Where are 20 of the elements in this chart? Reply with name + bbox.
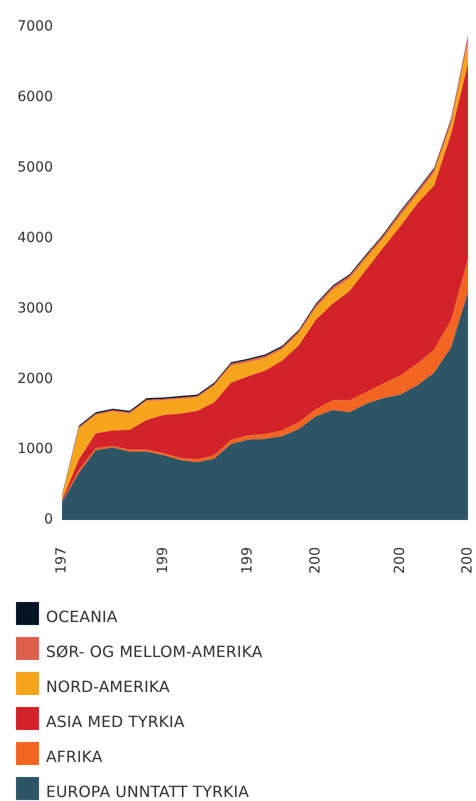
y-tick-label: 6000 <box>17 89 53 106</box>
legend-label: ASIA MED TYRKIA <box>46 713 185 731</box>
y-tick-label: 5000 <box>17 160 53 176</box>
x-tick-label: 197 <box>54 547 70 574</box>
x-tick-label: 200 <box>307 547 324 574</box>
y-tick-label: 2000 <box>17 370 53 387</box>
x-tick-label: 199 <box>155 547 172 574</box>
x-tick-label: 199 <box>240 547 256 574</box>
legend-label: AFRIKA <box>46 748 103 766</box>
legend-label: EUROPA UNNTATT TYRKIA <box>46 783 250 801</box>
legend-label: OCEANIA <box>46 608 118 626</box>
x-tick-label: 200 <box>460 547 476 574</box>
legend-label: SØR- OG MELLOM-AMERIKA <box>46 643 263 661</box>
y-tick-label: 3000 <box>17 300 53 316</box>
y-tick-label: 7000 <box>17 18 53 35</box>
y-tick-label: 1000 <box>17 441 53 458</box>
y-tick-label: 4000 <box>17 230 53 246</box>
legend-label: NORD-AMERIKA <box>46 678 170 696</box>
x-tick-label: 200 <box>392 547 408 574</box>
y-tick-label: 0 <box>44 512 53 528</box>
